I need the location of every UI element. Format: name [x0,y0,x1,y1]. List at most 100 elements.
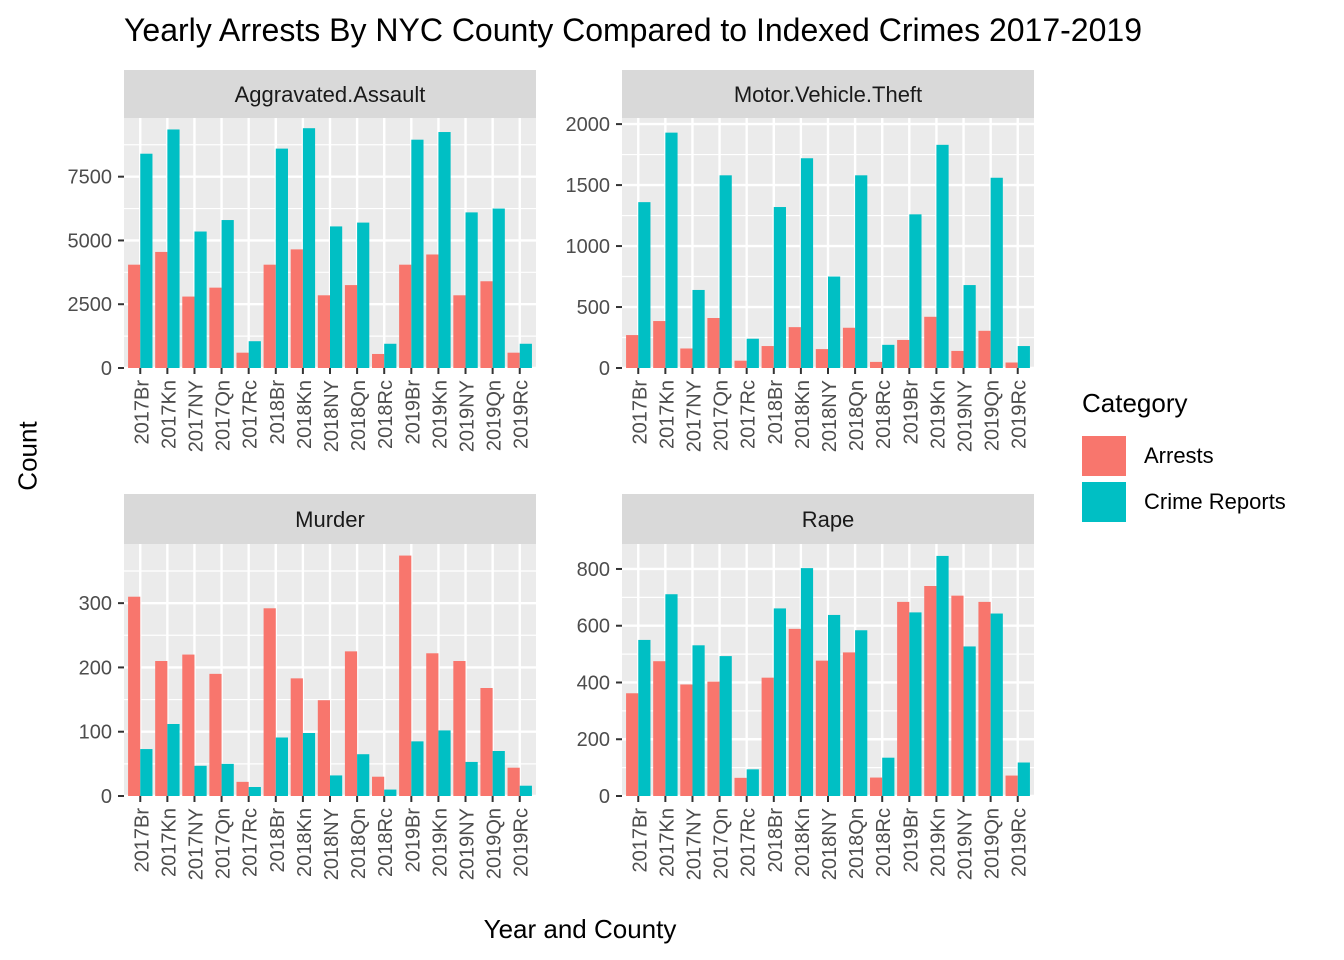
bar-murder-crime-reports-2019kn [438,730,451,796]
strip-aggravated-assault [124,70,536,118]
bar-murder-crime-reports-2019qn [492,751,505,796]
legend-item-arrests: Arrests [1082,433,1286,479]
bar-murder-arrests-2019br [399,555,412,796]
bar-aggravated-assault-arrests-2017br [128,264,141,368]
bar-motor-vehicle-theft-arrests-2019kn [924,316,937,368]
bar-aggravated-assault-arrests-2017qn [209,287,222,368]
bar-murder-arrests-2017rc [236,781,249,796]
x-tick-label-murder-2017br: 2017Br [131,808,153,873]
bar-motor-vehicle-theft-arrests-2018rc [870,361,883,368]
x-tick-label-motor-vehicle-theft-2018br: 2018Br [765,380,787,445]
x-tick-label-motor-vehicle-theft-2017ny: 2017NY [683,380,705,452]
x-tick-label-motor-vehicle-theft-2017qn: 2017Qn [711,380,733,451]
x-tick-label-rape-2018kn: 2018Kn [792,808,814,877]
x-tick-label-motor-vehicle-theft-2019kn: 2019Kn [927,380,949,449]
bar-rape-arrests-2018rc [870,777,883,796]
bar-motor-vehicle-theft-crime-reports-2017rc [746,338,759,368]
bar-aggravated-assault-crime-reports-2018ny [330,226,343,368]
x-tick-label-rape-2019kn: 2019Kn [927,808,949,877]
strip-motor-vehicle-theft [622,70,1034,118]
bar-motor-vehicle-theft-crime-reports-2019qn [990,177,1003,368]
bar-motor-vehicle-theft-arrests-2017kn [653,321,666,368]
bar-rape-crime-reports-2019qn [990,613,1003,796]
y-tick-label-murder: 200 [79,657,112,679]
bar-rape-crime-reports-2019rc [1017,762,1030,796]
bar-murder-crime-reports-2019rc [519,785,532,796]
x-tick-label-rape-2019qn: 2019Qn [982,808,1004,879]
bar-aggravated-assault-crime-reports-2017br [140,153,153,368]
bar-murder-arrests-2018kn [290,678,303,796]
bar-motor-vehicle-theft-crime-reports-2017qn [719,175,732,368]
y-tick-label-rape: 600 [577,616,610,638]
y-tick-label-rape: 200 [577,729,610,751]
bar-aggravated-assault-crime-reports-2017rc [248,341,261,368]
bar-rape-arrests-2019qn [978,601,991,796]
bar-rape-crime-reports-2018rc [882,757,895,796]
bar-motor-vehicle-theft-arrests-2017ny [680,348,693,368]
x-tick-label-murder-2018qn: 2018Qn [348,808,370,879]
bar-murder-arrests-2018ny [317,700,330,796]
bar-motor-vehicle-theft-crime-reports-2018kn [800,158,814,368]
bar-murder-arrests-2017kn [155,661,168,796]
x-tick-label-aggravated-assault-2018rc: 2018Rc [375,380,397,449]
x-tick-label-murder-2017ny: 2017NY [185,808,207,880]
bar-rape-arrests-2017rc [734,777,747,796]
x-tick-label-rape-2018qn: 2018Qn [846,808,868,879]
x-tick-label-aggravated-assault-2019br: 2019Br [402,380,424,445]
bar-rape-crime-reports-2017rc [746,769,759,796]
x-tick-label-rape-2017ny: 2017NY [683,808,705,880]
bar-motor-vehicle-theft-arrests-2018kn [788,327,801,368]
bar-aggravated-assault-arrests-2019br [399,264,412,368]
bar-murder-arrests-2019qn [480,688,493,796]
x-tick-label-rape-2018br: 2018Br [765,808,787,873]
x-tick-label-rape-2017rc: 2017Rc [738,808,760,877]
bar-motor-vehicle-theft-arrests-2019ny [951,350,964,368]
x-tick-label-aggravated-assault-2018ny: 2018NY [321,380,343,452]
x-tick-label-motor-vehicle-theft-2017br: 2017Br [629,380,651,445]
bar-murder-crime-reports-2017qn [221,763,234,796]
bar-motor-vehicle-theft-crime-reports-2018ny [828,276,841,368]
x-tick-label-motor-vehicle-theft-2018qn: 2018Qn [846,380,868,451]
bar-motor-vehicle-theft-arrests-2018ny [815,349,828,368]
bar-motor-vehicle-theft-crime-reports-2017br [638,202,651,368]
bar-rape-crime-reports-2018kn [800,568,814,796]
strip-label-aggravated-assault: Aggravated.Assault [235,82,426,107]
bar-aggravated-assault-arrests-2019qn [480,281,493,368]
bar-aggravated-assault-arrests-2017rc [236,352,249,368]
bar-rape-crime-reports-2018br [773,608,786,796]
x-tick-label-murder-2017qn: 2017Qn [213,808,235,879]
bar-murder-crime-reports-2017br [140,749,153,796]
bar-aggravated-assault-crime-reports-2017qn [221,220,234,368]
x-tick-label-motor-vehicle-theft-2018ny: 2018NY [819,380,841,452]
bar-rape-arrests-2019rc [1005,775,1018,796]
x-tick-label-murder-2019kn: 2019Kn [429,808,451,877]
bar-aggravated-assault-crime-reports-2018qn [357,222,370,368]
bar-aggravated-assault-arrests-2018ny [317,295,330,368]
strip-label-rape: Rape [802,507,855,532]
x-tick-label-murder-2018br: 2018Br [267,808,289,873]
strip-rape [622,494,1034,544]
x-tick-label-motor-vehicle-theft-2017rc: 2017Rc [738,380,760,449]
x-tick-label-aggravated-assault-2017qn: 2017Qn [213,380,235,451]
x-tick-label-rape-2017br: 2017Br [629,808,651,873]
bar-aggravated-assault-arrests-2019kn [426,254,439,368]
bar-rape-arrests-2019kn [924,586,937,796]
bar-motor-vehicle-theft-crime-reports-2019ny [963,285,976,368]
legend-label-arrests: Arrests [1144,443,1214,468]
bar-rape-crime-reports-2017br [638,639,651,796]
bar-motor-vehicle-theft-arrests-2018br [761,346,774,368]
bar-rape-crime-reports-2019br [909,612,922,796]
legend-label-crime-reports: Crime Reports [1144,489,1286,514]
bar-motor-vehicle-theft-crime-reports-2018qn [855,175,868,368]
bar-aggravated-assault-arrests-2017kn [155,251,168,368]
x-tick-label-aggravated-assault-2018kn: 2018Kn [294,380,316,449]
bar-motor-vehicle-theft-arrests-2019qn [978,330,991,368]
bar-motor-vehicle-theft-crime-reports-2019rc [1017,346,1030,368]
x-tick-label-rape-2017kn: 2017Kn [656,808,678,877]
bar-motor-vehicle-theft-arrests-2019br [897,339,910,368]
bar-rape-arrests-2018kn [788,628,801,796]
bar-aggravated-assault-crime-reports-2019br [411,139,424,368]
y-tick-label-motor-vehicle-theft: 1500 [566,175,611,197]
y-tick-label-murder: 0 [101,786,112,808]
y-tick-label-aggravated-assault: 0 [101,358,112,380]
